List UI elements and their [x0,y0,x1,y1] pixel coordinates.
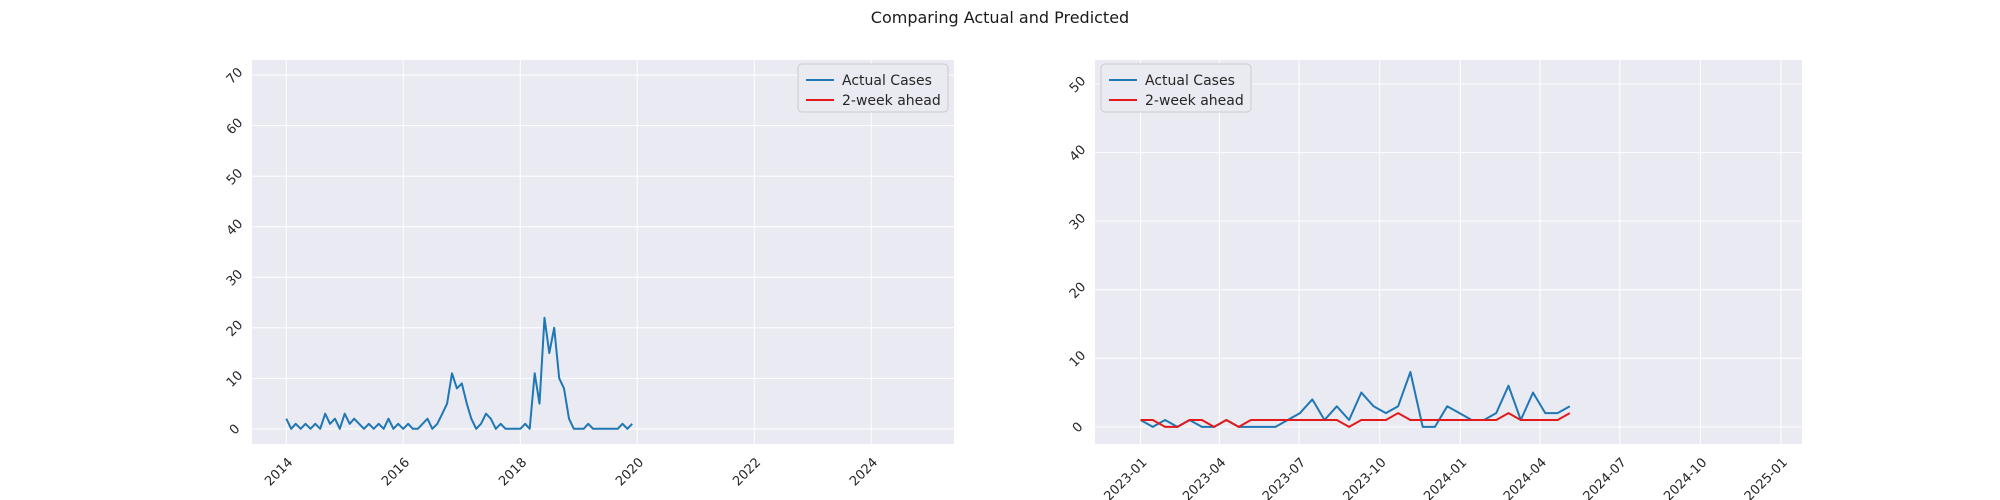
subplot-left: 0 10 20 30 40 50 60 70 2014 2016 2018 2020 2022 2024 A… [224,60,954,489]
y-tick-label: 30 [224,267,246,289]
y-tick-label: 40 [1067,142,1089,164]
series-line-2-week-ahead [1140,412,1571,428]
y-tick-label: 50 [224,166,246,188]
legend-label: 2-week ahead [842,93,941,109]
series-line-actual-cases [1140,371,1571,428]
x-tick-label: 2024-10 [1661,455,1710,500]
x-tick-label: 2023-07 [1260,455,1309,500]
x-tick-label: 2023-10 [1341,455,1390,500]
subplot-right: 0 10 20 30 40 50 2023-01 2023-04 2023-07 2023-10 2… [1067,60,1802,500]
x-tick-label: 2016 [379,455,413,489]
y-tick-label: 60 [224,116,246,138]
x-tick-label: 2025-01 [1742,455,1791,500]
x-tick-label: 2024-04 [1501,455,1550,500]
x-tick-label: 2020 [613,455,647,489]
x-tick-label: 2014 [262,455,296,489]
y-tick-label: 30 [1067,211,1089,233]
x-tick-label: 2023-01 [1101,455,1150,500]
x-tick-label: 2023-04 [1180,455,1229,500]
plot-background [1095,60,1802,444]
legend-label: Actual Cases [1145,73,1235,89]
legend-frame [1100,63,1252,113]
x-tick-label: 2022 [730,455,764,489]
figure-title: Comparing Actual and Predicted [870,8,1130,27]
legend: Actual Cases 2-week ahead [1100,63,1252,113]
y-tick-label: 20 [224,318,246,340]
x-tick-label: 2024 [847,455,881,489]
y-tick-label: 10 [1067,348,1089,370]
legend: Actual Cases 2-week ahead [797,63,949,113]
x-tick-label: 2018 [496,455,530,489]
plot-background [252,60,954,444]
y-tick-label: 70 [224,65,246,87]
legend-label: 2-week ahead [1145,93,1244,109]
y-tick-label: 0 [1070,420,1086,436]
y-tick-label: 10 [224,368,246,390]
legend-label: Actual Cases [842,73,932,89]
y-tick-label: 40 [224,217,246,239]
legend-frame [797,63,949,113]
y-tick-label: 20 [1067,280,1089,302]
x-tick-label: 2024-01 [1421,455,1470,500]
x-tick-label: 2024-07 [1581,455,1630,500]
y-tick-label: 0 [227,422,243,438]
series-line-actual-cases [285,316,633,430]
y-tick-label: 50 [1067,74,1089,96]
